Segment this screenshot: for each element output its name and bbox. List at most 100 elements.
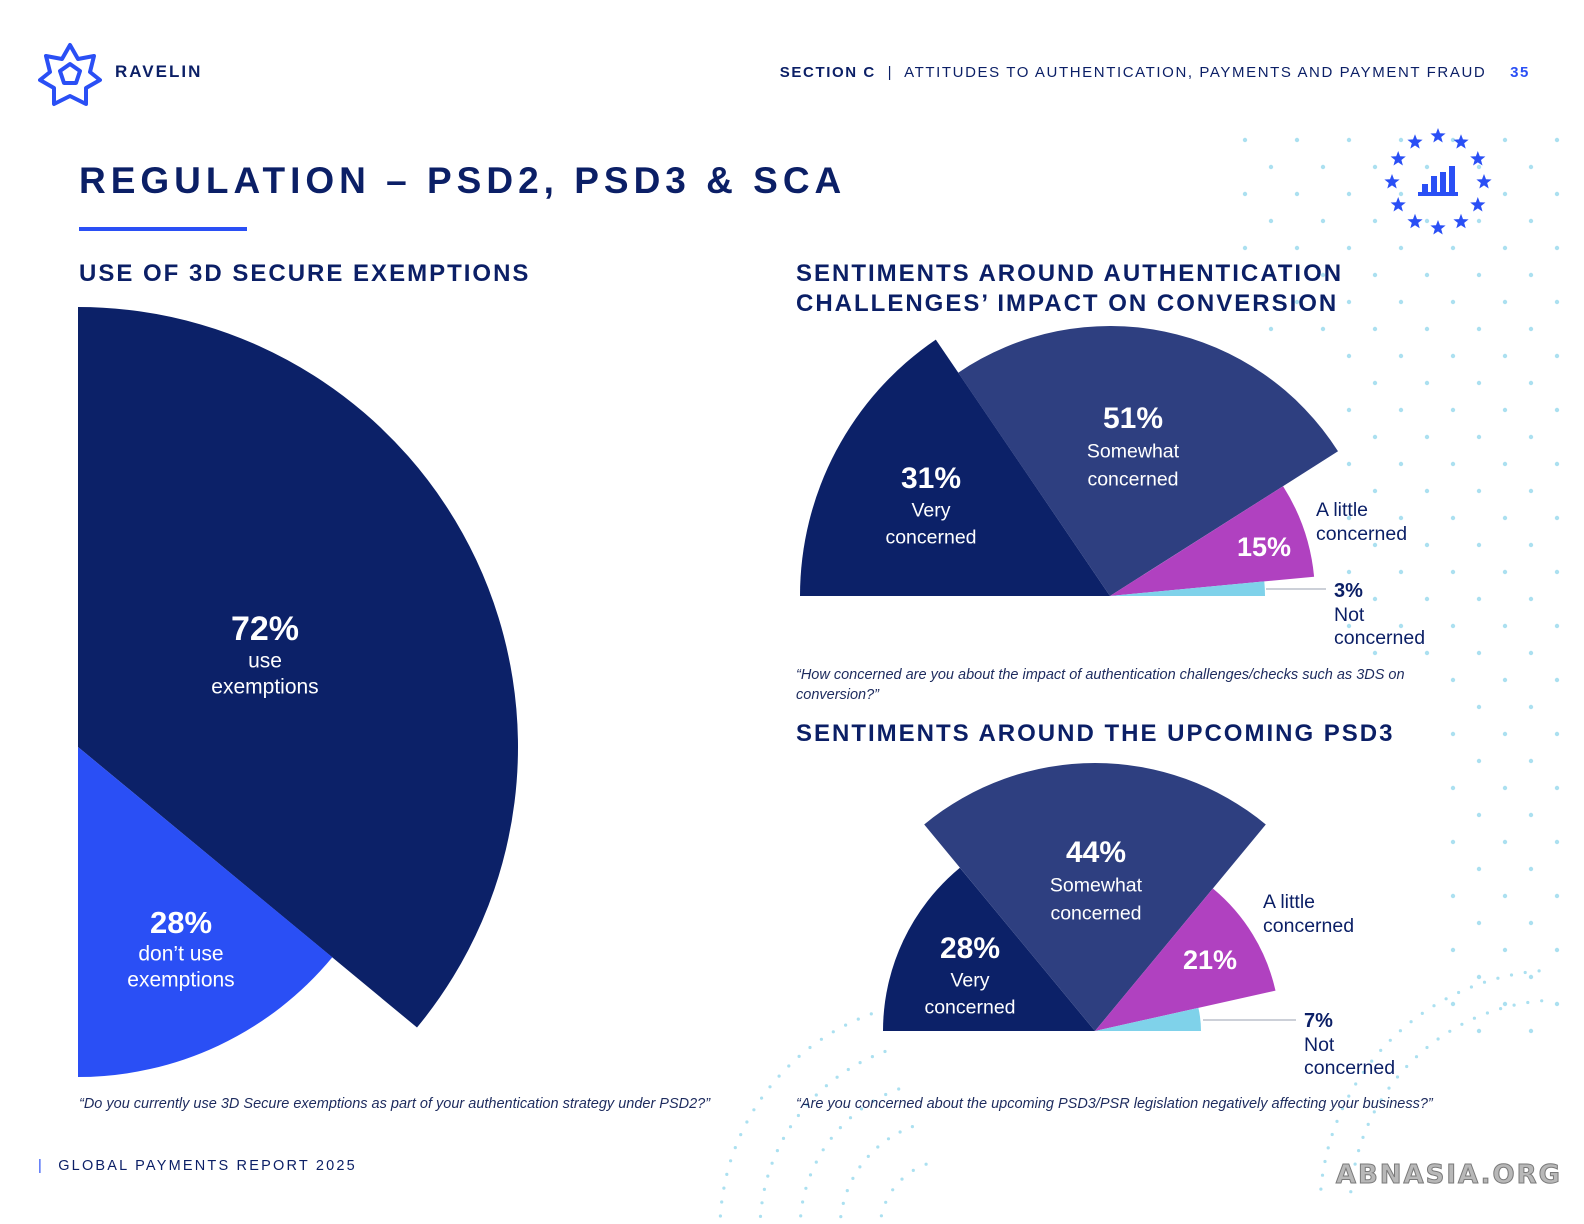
decor-dot <box>1450 461 1456 467</box>
decor-dot <box>1476 272 1482 278</box>
decor-dot <box>1372 272 1378 278</box>
psd3-little-text-label-1: concerned <box>1263 915 1354 937</box>
decor-dot <box>1528 1028 1534 1034</box>
decor-dot <box>1540 999 1544 1003</box>
decor-dot <box>1432 1004 1436 1008</box>
decor-dot <box>1554 461 1560 467</box>
decor-dot <box>1444 997 1448 1001</box>
decor-dot <box>831 1030 835 1034</box>
decor-dot <box>1405 1064 1409 1069</box>
decor-dot <box>1319 1187 1323 1191</box>
use-exemptions-label-1: use <box>248 650 282 673</box>
decor-dot <box>841 1201 845 1205</box>
decor-dot <box>1450 569 1456 575</box>
decor-dot <box>1346 623 1352 629</box>
decor-dot <box>808 1173 813 1177</box>
decor-dot <box>1398 407 1404 413</box>
decor-dot <box>1357 1149 1361 1153</box>
dont-use-exemptions-label-0: 28% <box>150 905 212 940</box>
decor-dot <box>725 1172 729 1176</box>
decor-dot <box>1450 677 1456 683</box>
decor-dot <box>1528 164 1534 170</box>
psd3-little-pct-label-0: 21% <box>1183 945 1237 975</box>
conv-very-label-1: Very <box>911 500 950 522</box>
decor-dot <box>1350 1176 1355 1180</box>
conversion-question-line1: “How concerned are you about the impact … <box>796 667 1405 683</box>
decor-dot <box>1424 434 1430 440</box>
section-title: ATTITUDES TO AUTHENTICATION, PAYMENTS AN… <box>904 64 1487 81</box>
decor-dot <box>752 1108 756 1112</box>
psd3-very-slice <box>883 867 1095 1031</box>
decor-dot <box>1469 985 1473 989</box>
decor-dot <box>768 1085 772 1089</box>
decor-dot <box>1502 245 1508 251</box>
decor-dot <box>1528 704 1534 710</box>
conv-very-label-2: concerned <box>885 527 976 549</box>
decor-dot <box>1476 704 1482 710</box>
decor-dot <box>1424 650 1430 656</box>
psd3-not-label-1: Not <box>1304 1034 1335 1056</box>
conv-somewhat-label-0: 51% <box>1103 402 1163 435</box>
footer-report-name: GLOBAL PAYMENTS REPORT 2025 <box>58 1158 357 1174</box>
decor-dot <box>898 1130 902 1134</box>
section-separator: | <box>887 64 894 81</box>
decor-dot <box>1476 866 1482 872</box>
decor-dot <box>1346 299 1352 305</box>
decor-dot <box>883 1049 887 1054</box>
decor-dot <box>1554 623 1560 629</box>
decor-dot <box>1476 326 1482 332</box>
decor-dot <box>866 1154 870 1158</box>
decor-dot <box>1554 515 1560 521</box>
decor-dot <box>1482 980 1487 984</box>
footer-separator: | <box>38 1158 44 1174</box>
decor-dot <box>1450 1001 1456 1007</box>
psd3-somewhat-slice <box>924 763 1266 1031</box>
decor-dot <box>851 1176 855 1180</box>
decor-dot <box>1361 1070 1365 1074</box>
decor-dot <box>1554 785 1560 791</box>
conversion-heading-line1: SENTIMENTS AROUND AUTHENTICATION <box>796 260 1344 287</box>
decor-dot <box>891 1188 895 1192</box>
decor-dot <box>835 1075 839 1079</box>
decor-dot <box>1476 542 1482 548</box>
decor-dot <box>814 1093 818 1097</box>
decor-dot <box>1354 1082 1358 1086</box>
eu-star-icon <box>1430 220 1446 235</box>
decor-dot <box>1268 218 1274 224</box>
use-exemptions-label-2: exemptions <box>211 676 318 699</box>
decor-dot <box>1502 569 1508 575</box>
decor-dot <box>1472 1016 1476 1020</box>
decor-dot <box>1502 839 1508 845</box>
decor-dot <box>1372 488 1378 494</box>
decor-dot <box>1554 245 1560 251</box>
decor-dot <box>1372 218 1378 224</box>
ravelin-logo-icon <box>38 43 102 106</box>
decor-dot <box>1450 245 1456 251</box>
conv-somewhat-label-1: Somewhat <box>1087 441 1180 463</box>
psd3-little-slice <box>1095 888 1276 1031</box>
psd3-somewhat-label-2: concerned <box>1050 903 1141 925</box>
decor-dot <box>1424 164 1430 170</box>
decor-dot <box>1528 812 1534 818</box>
psd3-not-label-0: 7% <box>1304 1010 1333 1032</box>
psd3-chart: 28% Very concerned 44% Somewhat concerned 21% A… <box>883 763 1395 1079</box>
decor-dot <box>1526 1000 1530 1005</box>
decor-dot <box>879 1214 884 1218</box>
decor-dot <box>1476 812 1482 818</box>
decor-dot <box>1528 650 1534 656</box>
decor-dot <box>1457 990 1461 995</box>
dont-use-exemptions-label-1: don’t use <box>138 943 223 966</box>
conv-not-label-1: Not <box>1334 604 1365 626</box>
decor-dot <box>1268 326 1274 332</box>
conv-not-label-0: 3% <box>1334 580 1363 602</box>
decor-dot <box>1502 623 1508 629</box>
eu-star-icon <box>1470 197 1486 212</box>
decor-dot <box>1450 515 1456 521</box>
decor-dot <box>1450 785 1456 791</box>
decor-dot <box>1450 893 1456 899</box>
decor-dot <box>1268 164 1274 170</box>
decor-dot <box>1554 353 1560 359</box>
decor-dot <box>1450 299 1456 305</box>
conversion-question: “How concerned are you about the impact … <box>796 665 1405 705</box>
